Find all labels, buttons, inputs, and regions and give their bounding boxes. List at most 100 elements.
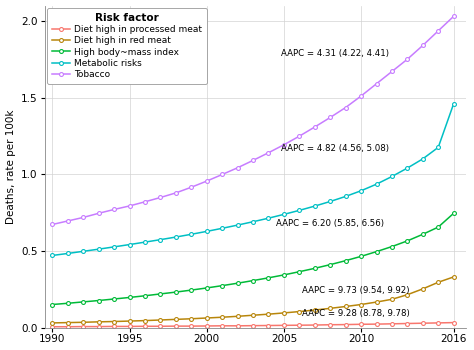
Tobacco: [297, 134, 302, 138]
Diet high in red meat: [265, 312, 271, 316]
Diet high in processed meat: [297, 323, 302, 327]
Diet high in red meat: [404, 293, 410, 297]
High body~mass index: [250, 279, 256, 283]
High body~mass index: [343, 259, 348, 263]
Diet high in processed meat: [219, 324, 225, 328]
Diet high in processed meat: [173, 324, 179, 328]
Text: AAPC = 9.28 (8.78, 9.78): AAPC = 9.28 (8.78, 9.78): [302, 309, 410, 317]
Diet high in processed meat: [358, 322, 364, 327]
High body~mass index: [265, 276, 271, 280]
High body~mass index: [173, 290, 179, 294]
Tobacco: [250, 158, 256, 162]
Tobacco: [451, 14, 456, 19]
Diet high in red meat: [343, 304, 348, 309]
High body~mass index: [235, 281, 240, 285]
Metabolic risks: [404, 166, 410, 170]
Metabolic risks: [328, 199, 333, 204]
Diet high in processed meat: [404, 321, 410, 326]
Diet high in processed meat: [420, 321, 426, 325]
Metabolic risks: [189, 232, 194, 236]
High body~mass index: [111, 297, 117, 301]
Y-axis label: Deaths, rate per 100k: Deaths, rate per 100k: [6, 109, 16, 224]
Diet high in red meat: [81, 320, 86, 324]
Tobacco: [127, 204, 132, 208]
Metabolic risks: [219, 226, 225, 230]
Text: AAPC = 9.73 (9.54, 9.92): AAPC = 9.73 (9.54, 9.92): [302, 286, 410, 295]
Diet high in red meat: [358, 302, 364, 307]
High body~mass index: [81, 300, 86, 304]
High body~mass index: [297, 270, 302, 274]
Diet high in red meat: [50, 321, 55, 325]
Metabolic risks: [111, 245, 117, 249]
Text: AAPC = 4.82 (4.56, 5.08): AAPC = 4.82 (4.56, 5.08): [281, 144, 389, 153]
Metabolic risks: [250, 219, 256, 224]
High body~mass index: [96, 299, 101, 303]
Diet high in processed meat: [142, 324, 148, 328]
High body~mass index: [127, 295, 132, 300]
Diet high in red meat: [127, 319, 132, 323]
Metabolic risks: [374, 182, 379, 186]
Diet high in processed meat: [127, 324, 132, 329]
Diet high in processed meat: [281, 323, 287, 328]
Metabolic risks: [142, 240, 148, 244]
Tobacco: [235, 166, 240, 170]
High body~mass index: [204, 286, 210, 290]
Tobacco: [173, 191, 179, 195]
Diet high in red meat: [451, 275, 456, 279]
Line: Metabolic risks: Metabolic risks: [50, 102, 456, 257]
Diet high in red meat: [96, 320, 101, 324]
Tobacco: [111, 207, 117, 211]
Metabolic risks: [297, 208, 302, 212]
Diet high in processed meat: [436, 321, 441, 325]
High body~mass index: [65, 301, 71, 306]
Metabolic risks: [96, 247, 101, 251]
Diet high in red meat: [389, 297, 395, 301]
Diet high in red meat: [436, 280, 441, 284]
Metabolic risks: [389, 174, 395, 179]
Diet high in red meat: [328, 306, 333, 310]
Tobacco: [404, 57, 410, 61]
Diet high in processed meat: [374, 322, 379, 326]
Diet high in red meat: [281, 311, 287, 315]
Diet high in processed meat: [250, 323, 256, 328]
Diet high in red meat: [157, 318, 163, 322]
Metabolic risks: [173, 235, 179, 239]
Tobacco: [157, 195, 163, 199]
Diet high in processed meat: [204, 324, 210, 328]
High body~mass index: [374, 250, 379, 254]
Line: Diet high in red meat: Diet high in red meat: [50, 275, 456, 325]
Diet high in red meat: [142, 318, 148, 323]
Diet high in processed meat: [328, 323, 333, 327]
Metabolic risks: [65, 251, 71, 256]
Diet high in red meat: [204, 316, 210, 320]
High body~mass index: [142, 294, 148, 298]
High body~mass index: [404, 239, 410, 243]
Metabolic risks: [157, 238, 163, 242]
Tobacco: [50, 222, 55, 226]
Tobacco: [96, 211, 101, 215]
Diet high in processed meat: [235, 324, 240, 328]
Metabolic risks: [312, 204, 318, 208]
Diet high in red meat: [374, 300, 379, 304]
Metabolic risks: [343, 194, 348, 198]
High body~mass index: [358, 254, 364, 258]
Tobacco: [189, 185, 194, 189]
Tobacco: [219, 173, 225, 177]
Line: Diet high in processed meat: Diet high in processed meat: [50, 321, 456, 329]
High body~mass index: [219, 284, 225, 288]
Metabolic risks: [436, 145, 441, 149]
Tobacco: [142, 200, 148, 204]
Diet high in red meat: [297, 309, 302, 314]
Tobacco: [312, 125, 318, 129]
Diet high in processed meat: [389, 322, 395, 326]
Metabolic risks: [420, 157, 426, 161]
Diet high in red meat: [189, 317, 194, 321]
Tobacco: [374, 82, 379, 86]
High body~mass index: [157, 292, 163, 296]
High body~mass index: [436, 225, 441, 229]
Diet high in processed meat: [157, 324, 163, 328]
Diet high in processed meat: [111, 324, 117, 329]
High body~mass index: [328, 262, 333, 267]
Diet high in processed meat: [312, 323, 318, 327]
Tobacco: [436, 29, 441, 33]
